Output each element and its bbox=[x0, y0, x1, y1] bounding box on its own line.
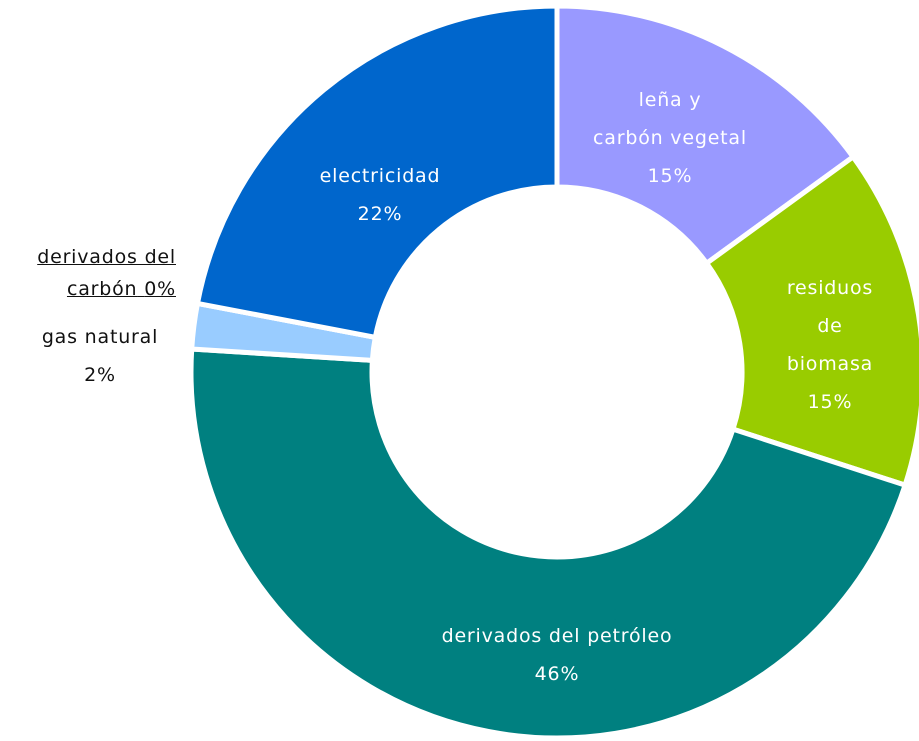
category-label: leña y carbón vegetal bbox=[593, 89, 747, 149]
data-label: residuos de biomasa 15% bbox=[786, 269, 875, 421]
value-label: 2% bbox=[84, 364, 116, 386]
data-label: derivados del petróleo 46% bbox=[442, 617, 673, 693]
category-label: derivados del petróleo bbox=[441, 625, 673, 647]
category-label: gas natural bbox=[41, 326, 159, 348]
value-label: 15% bbox=[647, 165, 693, 187]
data-label: gas natural 2% bbox=[42, 318, 158, 394]
value-label: 22% bbox=[357, 203, 403, 225]
value-label: 15% bbox=[807, 391, 853, 413]
data-label: leña y carbón vegetal 15% bbox=[593, 81, 747, 195]
value-label: 46% bbox=[534, 663, 580, 685]
category-label: electricidad bbox=[319, 165, 441, 187]
donut-slice bbox=[703, 153, 919, 489]
data-label: derivados del carbón 0% bbox=[37, 241, 176, 305]
donut-slice bbox=[554, 3, 857, 267]
donut-slice bbox=[188, 346, 909, 741]
category-label: derivados del carbón bbox=[37, 246, 176, 300]
category-label: residuos de biomasa bbox=[786, 277, 874, 375]
donut-slice bbox=[194, 3, 560, 341]
value-label: 0% bbox=[144, 278, 176, 300]
data-label: electricidad 22% bbox=[320, 157, 441, 233]
